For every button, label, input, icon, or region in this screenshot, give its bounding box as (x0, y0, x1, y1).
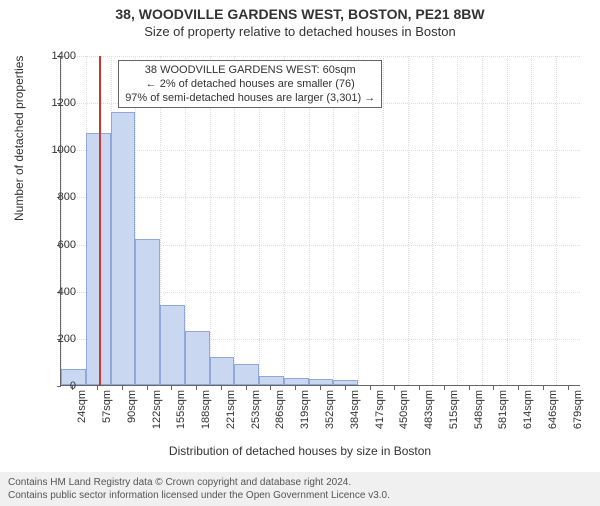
xtick-mark (295, 386, 296, 390)
xtick-label: 548sqm (473, 390, 485, 429)
chart-title-sub: Size of property relative to detached ho… (0, 24, 600, 39)
ytick-label: 1200 (36, 97, 76, 109)
xtick-mark (493, 386, 494, 390)
xtick-mark (518, 386, 519, 390)
xtick-label: 24sqm (76, 390, 88, 423)
bar (86, 133, 111, 385)
bar (210, 357, 235, 385)
ytick-label: 1000 (36, 144, 76, 156)
xtick-label: 450sqm (398, 390, 410, 429)
footer: Contains HM Land Registry data © Crown c… (0, 472, 600, 506)
gridline-v (457, 56, 458, 385)
xtick-mark (246, 386, 247, 390)
gridline-v (408, 56, 409, 385)
xtick-mark (345, 386, 346, 390)
xtick-label: 614sqm (522, 390, 534, 429)
xtick-mark (419, 386, 420, 390)
bar (309, 379, 334, 385)
annotation-line: 38 WOODVILLE GARDENS WEST: 60sqm (125, 63, 375, 77)
gridline-v (507, 56, 508, 385)
xtick-mark (270, 386, 271, 390)
chart-title-main: 38, WOODVILLE GARDENS WEST, BOSTON, PE21… (0, 6, 600, 22)
xtick-label: 515sqm (448, 390, 460, 429)
chart-area: 38 WOODVILLE GARDENS WEST: 60sqm← 2% of … (60, 56, 580, 436)
ytick-label: 400 (36, 286, 76, 298)
xtick-label: 483sqm (423, 390, 435, 429)
xtick-label: 155sqm (175, 390, 187, 429)
xtick-label: 188sqm (200, 390, 212, 429)
ytick-label: 1400 (36, 50, 76, 62)
xtick-label: 417sqm (374, 390, 386, 429)
marker-line (99, 56, 101, 386)
bar (111, 112, 136, 385)
annotation-line: ← 2% of detached houses are smaller (76) (125, 77, 375, 91)
bar (160, 305, 185, 385)
ytick-label: 600 (36, 239, 76, 251)
xtick-label: 90sqm (126, 390, 138, 423)
xtick-mark (122, 386, 123, 390)
xtick-mark (444, 386, 445, 390)
bar (333, 380, 358, 385)
xtick-label: 57sqm (101, 390, 113, 423)
xtick-label: 679sqm (572, 390, 584, 429)
gridline-v (556, 56, 557, 385)
xtick-label: 286sqm (274, 390, 286, 429)
gridline-v (383, 56, 384, 385)
xtick-mark (221, 386, 222, 390)
gridline-v (482, 56, 483, 385)
gridline-h (61, 56, 580, 57)
y-axis-label: Number of detached properties (12, 56, 26, 221)
ytick-label: 200 (36, 333, 76, 345)
gridline-h (61, 197, 580, 198)
xtick-mark (394, 386, 395, 390)
bar (185, 331, 210, 385)
footer-line-2: Contains public sector information licen… (8, 489, 592, 502)
xtick-mark (320, 386, 321, 390)
gridline-v (432, 56, 433, 385)
plot-area: 38 WOODVILLE GARDENS WEST: 60sqm← 2% of … (60, 56, 580, 386)
xtick-mark (568, 386, 569, 390)
ytick-label: 800 (36, 191, 76, 203)
xtick-mark (97, 386, 98, 390)
annotation-line: 97% of semi-detached houses are larger (… (125, 91, 375, 105)
xtick-label: 646sqm (547, 390, 559, 429)
x-axis-label: Distribution of detached houses by size … (0, 444, 600, 458)
xtick-label: 122sqm (151, 390, 163, 429)
xtick-mark (171, 386, 172, 390)
xtick-mark (543, 386, 544, 390)
xtick-mark (147, 386, 148, 390)
xtick-label: 319sqm (299, 390, 311, 429)
xtick-label: 253sqm (250, 390, 262, 429)
bar (135, 239, 160, 385)
xtick-mark (469, 386, 470, 390)
bar (284, 378, 309, 385)
gridline-h (61, 150, 580, 151)
ytick-label: 0 (36, 380, 76, 392)
xtick-label: 384sqm (349, 390, 361, 429)
annotation-box: 38 WOODVILLE GARDENS WEST: 60sqm← 2% of … (118, 60, 382, 109)
xtick-label: 221sqm (225, 390, 237, 429)
xtick-mark (196, 386, 197, 390)
footer-line-1: Contains HM Land Registry data © Crown c… (8, 476, 592, 489)
bar (259, 376, 284, 385)
xtick-label: 581sqm (497, 390, 509, 429)
xtick-mark (370, 386, 371, 390)
bar (234, 364, 259, 385)
gridline-v (531, 56, 532, 385)
xtick-label: 352sqm (324, 390, 336, 429)
